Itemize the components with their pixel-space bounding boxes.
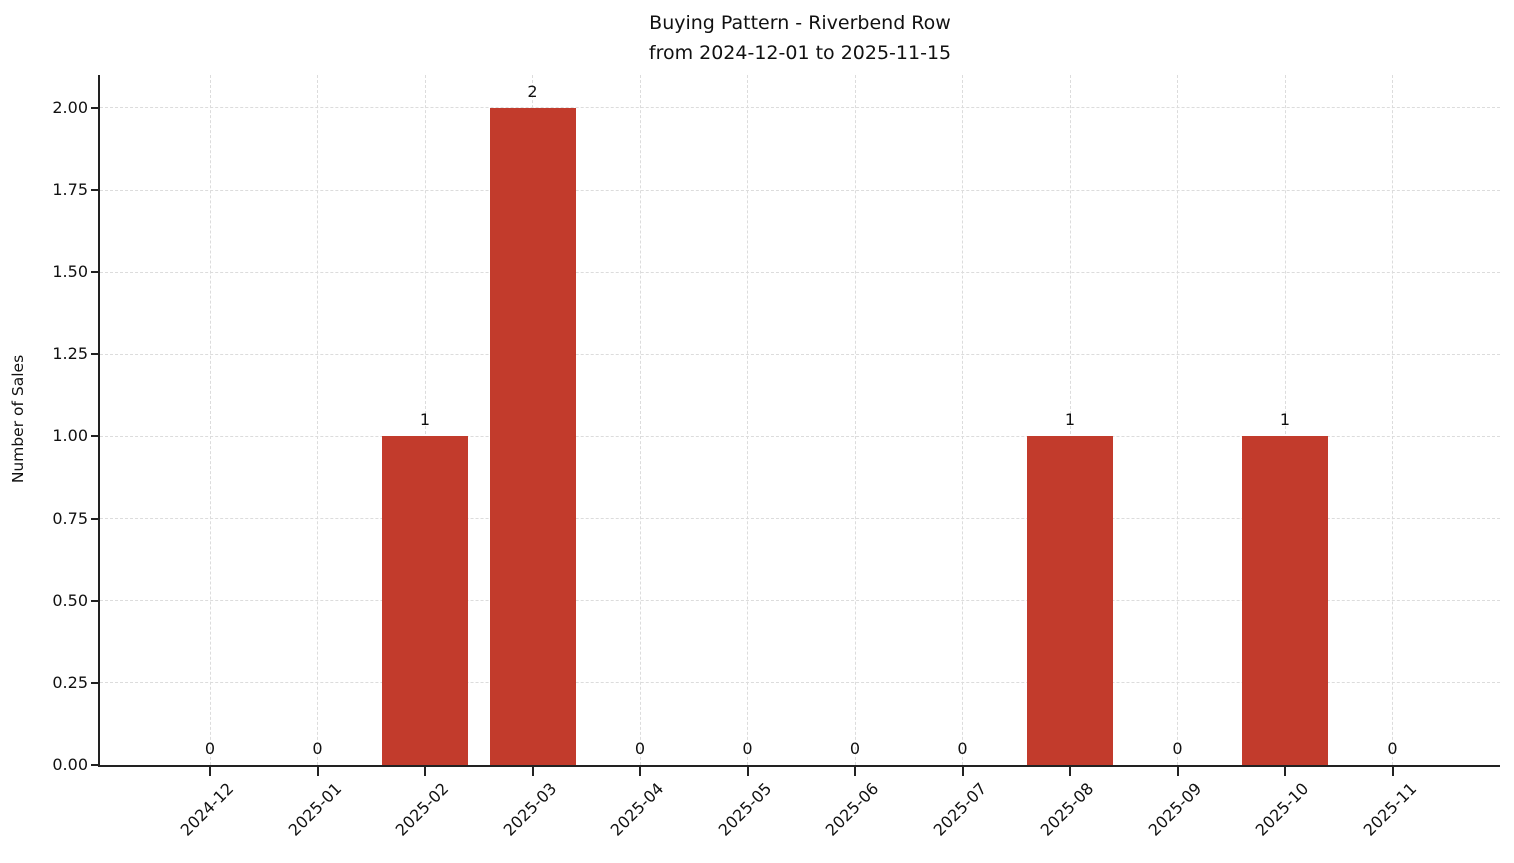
bar-2025-03 (489, 107, 576, 765)
bar-value-label: 0 (1172, 739, 1183, 758)
bar-value-label: 0 (742, 739, 753, 758)
v-gridline (317, 75, 318, 765)
bar-value-label: 1 (1279, 410, 1291, 430)
h-gridline (100, 271, 1500, 273)
v-gridline (747, 75, 748, 765)
v-gridline (1177, 75, 1178, 765)
bar-value-label: 2 (527, 81, 538, 101)
x-axis-tick (1176, 767, 1179, 776)
x-axis-tick (531, 767, 534, 776)
x-tick-label: 2025-05 (714, 779, 775, 840)
y-tick-label: 0.50 (52, 590, 88, 610)
x-axis-tick (639, 767, 641, 776)
y-axis-tick (91, 599, 100, 602)
x-tick-label: 2025-03 (499, 779, 560, 840)
bar-value-label: 0 (957, 739, 968, 758)
y-tick-label: 2.00 (52, 97, 88, 117)
y-tick-label: 1.25 (52, 344, 88, 364)
x-axis-tick (1284, 767, 1286, 776)
x-tick-label: 2024-12 (176, 779, 238, 840)
y-axis-tick (91, 189, 100, 191)
bar-value-label: 0 (849, 739, 861, 758)
y-axis-tick (91, 271, 100, 274)
chart-title-line1: Buying Pattern - Riverbend Row (649, 12, 951, 34)
x-tick-label: 2025-06 (821, 779, 883, 840)
h-gridline (100, 189, 1500, 191)
y-tick-label: 1.50 (52, 262, 88, 282)
x-tick-label: 2025-01 (284, 779, 345, 840)
bar-2025-10 (1242, 436, 1328, 765)
bar-2025-02 (382, 436, 468, 765)
y-tick-label: 0.00 (52, 755, 88, 774)
y-axis-spine (98, 75, 100, 767)
bar-value-label: 0 (1387, 739, 1398, 758)
x-axis-tick (1391, 767, 1394, 776)
x-axis-tick (746, 767, 749, 776)
y-tick-label: 1.75 (52, 180, 88, 199)
x-axis-tick (1069, 767, 1071, 776)
y-tick-label: 0.25 (52, 672, 88, 692)
y-axis-tick (91, 435, 100, 438)
x-tick-label: 2025-09 (1144, 779, 1205, 840)
y-axis-tick (91, 764, 100, 766)
h-gridline (100, 353, 1500, 355)
v-gridline (854, 75, 856, 765)
y-tick-label: 0.75 (52, 508, 88, 528)
x-axis-tick (209, 767, 211, 776)
v-gridline (639, 75, 641, 765)
x-tick-label: 2025-04 (606, 779, 668, 840)
v-gridline (962, 75, 963, 765)
y-axis-tick (91, 106, 100, 109)
bar-value-label: 1 (1064, 410, 1076, 430)
v-gridline (1284, 75, 1286, 765)
v-gridline (1392, 75, 1393, 765)
h-gridline (100, 682, 1500, 684)
x-tick-label: 2025-10 (1251, 779, 1313, 840)
x-axis-tick (424, 767, 426, 776)
bar-value-label: 0 (634, 739, 646, 758)
v-gridline (1069, 75, 1071, 765)
x-tick-label: 2025-02 (391, 779, 453, 840)
bar-value-label: 0 (312, 739, 323, 758)
x-axis-spine (98, 765, 1500, 767)
x-tick-label: 2025-11 (1359, 779, 1420, 840)
bar-2025-08 (1027, 436, 1113, 765)
v-gridline (209, 75, 211, 765)
bar-value-label: 0 (204, 739, 216, 758)
x-axis-tick (316, 767, 319, 776)
x-tick-label: 2025-07 (929, 779, 990, 840)
y-axis-tick (91, 681, 100, 684)
h-gridline (100, 435, 1500, 437)
bar-value-label: 1 (419, 410, 431, 430)
h-gridline (100, 600, 1500, 602)
chart-title-line2: from 2024-12-01 to 2025-11-15 (648, 42, 952, 64)
h-gridline (100, 107, 1500, 109)
x-tick-label: 2025-08 (1036, 779, 1098, 840)
h-gridline (100, 518, 1500, 520)
x-axis-tick (854, 767, 856, 776)
y-tick-label: 1.00 (52, 426, 88, 446)
v-gridline (424, 75, 426, 765)
y-axis-tick (91, 517, 100, 520)
x-axis-tick (961, 767, 964, 776)
y-axis-tick (91, 353, 100, 356)
